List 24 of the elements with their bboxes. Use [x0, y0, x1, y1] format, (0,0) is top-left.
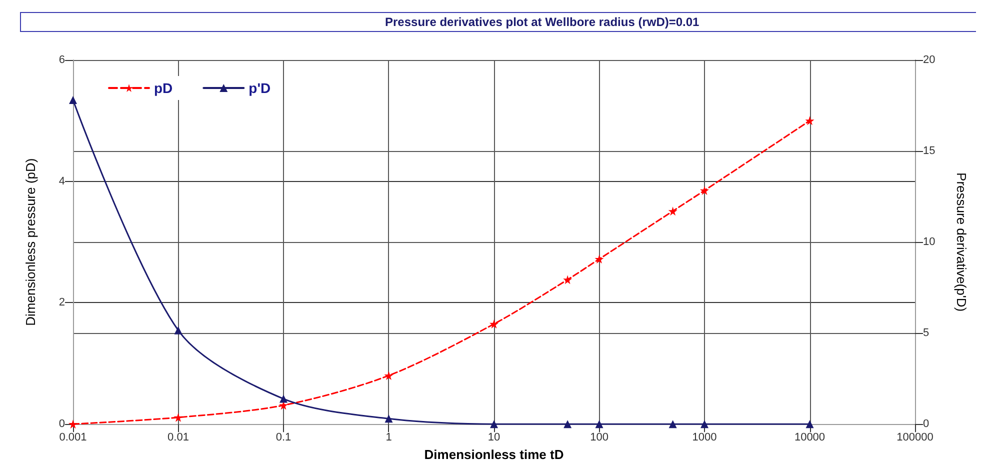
x-tick-label: 100	[590, 432, 608, 444]
y2-tick-label: 5	[923, 327, 930, 340]
y-tick-label: 0	[58, 418, 65, 430]
y2-tick-label: 20	[923, 54, 936, 66]
x-tick-label: 100000	[896, 432, 934, 444]
y2-tick-label: 10	[923, 236, 936, 248]
x-axis-title: Dimensionless time tD	[424, 447, 564, 462]
x-tick-label: 0.1	[276, 432, 292, 444]
x-tick-label: 1000	[692, 432, 717, 444]
y-tick-label: 6	[58, 54, 65, 66]
legend-label: p'D	[248, 80, 271, 96]
y-tick-label: 4	[58, 175, 65, 188]
x-tick-label: 1	[386, 432, 392, 444]
y2-tick-label: 15	[923, 145, 936, 158]
chart-title: Pressure derivatives plot at Wellbore radius (rwD)=0.01	[385, 15, 700, 29]
x-tick-label: 0.001	[59, 432, 87, 444]
x-tick-label: 10000	[794, 432, 826, 444]
x-tick-label: 0.01	[168, 432, 189, 444]
y-axis-title: Dimensionless pressure (pD)	[23, 158, 38, 326]
y2-axis-title: Pressure derivative(p'D)	[954, 172, 969, 312]
x-tick-label: 10	[488, 432, 500, 444]
legend-label: pD	[154, 80, 173, 96]
y2-tick-label: 0	[923, 418, 930, 430]
y-tick-label: 2	[58, 296, 65, 309]
